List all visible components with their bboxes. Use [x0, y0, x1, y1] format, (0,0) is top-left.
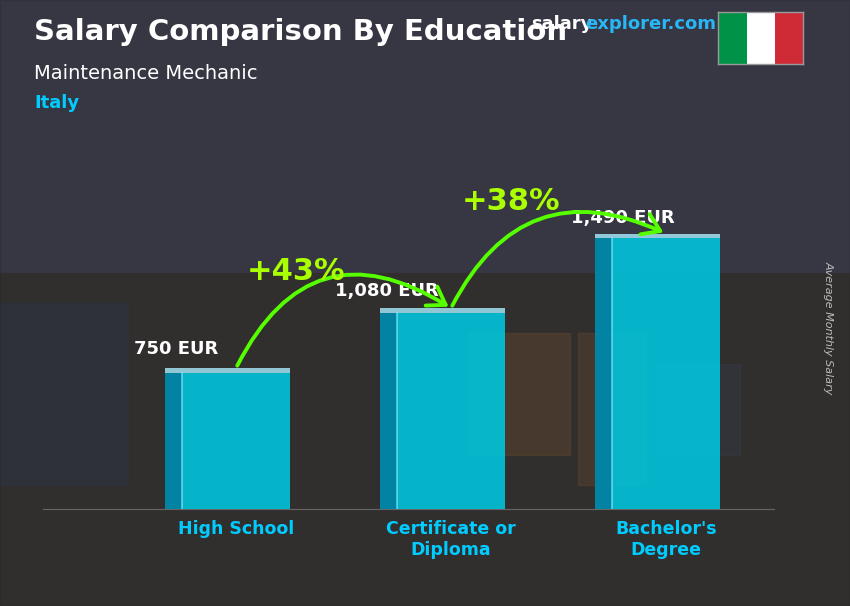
Bar	[380, 308, 505, 313]
Bar	[165, 368, 290, 373]
Bar	[380, 313, 397, 509]
Bar	[612, 238, 720, 509]
Text: Italy: Italy	[34, 94, 79, 112]
Bar	[165, 373, 182, 509]
Text: Salary Comparison By Education: Salary Comparison By Education	[34, 18, 567, 46]
Bar	[595, 233, 720, 238]
Bar	[775, 12, 803, 64]
Bar	[0, 303, 128, 485]
Bar	[746, 12, 775, 64]
Bar	[578, 333, 646, 485]
Text: 1,490 EUR: 1,490 EUR	[571, 209, 675, 227]
Bar	[397, 313, 505, 509]
Bar	[182, 373, 290, 509]
Text: +38%: +38%	[462, 187, 560, 216]
Text: Average Monthly Salary: Average Monthly Salary	[824, 261, 834, 394]
Text: salary: salary	[531, 15, 592, 33]
Text: Maintenance Mechanic: Maintenance Mechanic	[34, 64, 258, 82]
Bar	[654, 364, 740, 454]
FancyArrowPatch shape	[237, 275, 445, 365]
Text: +43%: +43%	[246, 258, 345, 286]
Bar	[718, 12, 746, 64]
Bar	[0, 0, 850, 273]
Bar	[595, 238, 612, 509]
FancyArrowPatch shape	[452, 212, 660, 305]
Text: 1,080 EUR: 1,080 EUR	[335, 282, 439, 300]
Text: explorer.com: explorer.com	[585, 15, 716, 33]
Bar	[0, 273, 850, 606]
Bar	[468, 333, 570, 454]
Text: 750 EUR: 750 EUR	[133, 340, 218, 358]
